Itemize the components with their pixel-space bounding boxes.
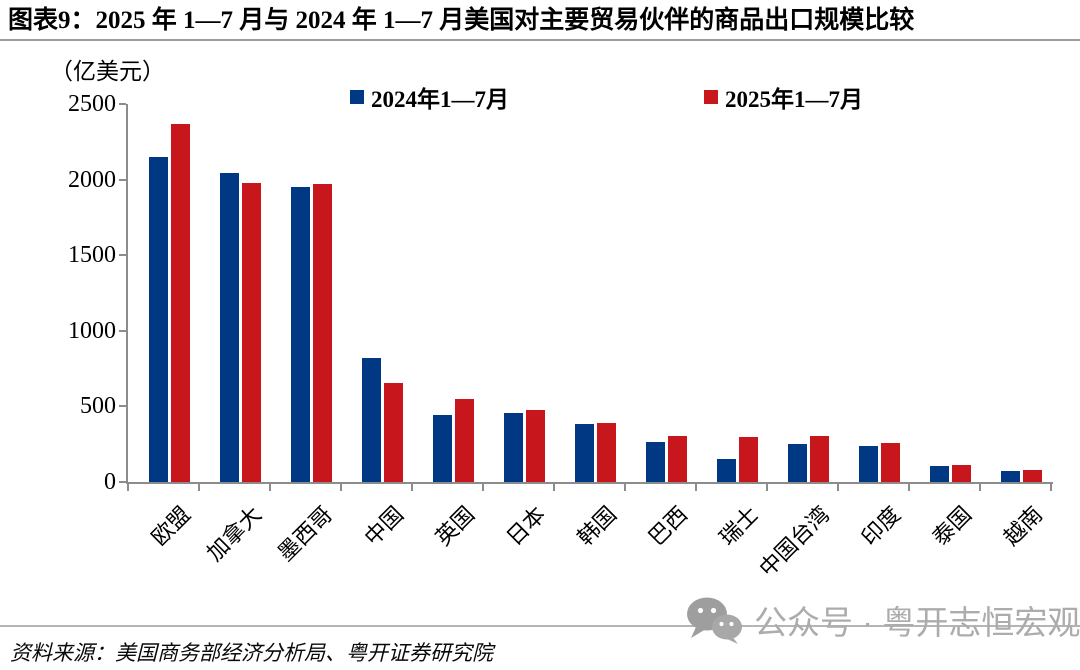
y-axis-tick-label: 1000 [68,317,116,344]
x-axis-label: 巴西 [643,501,693,551]
x-axis-tick [979,484,981,491]
x-axis-label: 泰国 [927,501,977,551]
y-axis-tick-label: 500 [80,393,116,420]
legend-swatch-2024 [350,90,364,104]
bar [242,182,261,482]
watermark-text: 公众号 · 粤开志恒宏观 [754,604,1080,641]
bar [526,410,545,482]
x-axis-tick [908,484,910,491]
x-axis-tick [553,484,555,491]
legend-item-2025: 2025年1—7月 [704,80,863,114]
y-axis-tick [119,103,126,105]
bar [859,445,878,482]
bar [597,423,616,482]
bar [646,441,665,482]
x-axis-tick [411,484,413,491]
x-axis-label: 墨西哥 [272,501,338,566]
x-axis-tick [482,484,484,491]
y-axis-tick [119,329,126,332]
legend-swatch-2025 [704,90,718,104]
bar [362,358,381,482]
wechat-icon [687,597,742,644]
bar [930,466,949,482]
x-axis-label: 中国 [359,501,409,551]
x-axis-tick [695,484,697,491]
y-axis-tick-label: 2000 [68,166,116,193]
bar [384,382,403,482]
x-axis-tick [624,484,626,491]
x-axis-label: 英国 [430,501,480,551]
figure-title-text: 2025 年 1—7 月与 2024 年 1—7 月美国对主要贸易伙伴的商品出口… [95,7,915,34]
watermark: 公众号 · 粤开志恒宏观 [686,596,1080,644]
y-axis-tick-label: 2500 [68,91,116,117]
bar [220,172,239,482]
title-divider [0,39,1080,41]
bar [788,444,807,482]
x-axis-tick [269,484,271,491]
bar [504,413,523,482]
x-axis-tick [340,484,342,491]
x-axis-tick [198,484,200,491]
x-axis-label: 越南 [998,501,1048,551]
bar [433,414,452,482]
y-axis-unit-label: （亿美元） [50,59,165,84]
y-axis-tick [119,405,126,408]
bar [668,435,687,482]
bar [313,184,332,482]
bar [291,187,310,482]
bar [1001,471,1020,482]
figure-number: 图表9： [8,7,96,34]
bottom-divider [0,625,1080,627]
y-axis-line [126,104,128,484]
x-axis-label: 加拿大 [201,501,267,566]
x-axis-line [126,482,1053,484]
y-axis-tick-label: 0 [104,469,116,495]
x-axis-tick [127,484,129,491]
y-axis-tick [119,178,126,181]
x-axis-label: 韩国 [572,501,622,551]
x-axis-tick [1050,484,1052,491]
bar [1023,469,1042,482]
x-axis-label: 中国台湾 [754,501,835,582]
figure-title: 图表9：2025 年 1—7 月与 2024 年 1—7 月美国对主要贸易伙伴的… [8,4,1076,38]
bar [717,458,736,482]
bar [575,423,594,482]
bar [952,465,971,482]
bar [149,156,168,482]
x-axis-tick [837,484,839,491]
bar [881,443,900,482]
bar [739,436,758,482]
x-axis-label: 欧盟 [146,501,196,551]
source-note: 资料来源：美国商务部经济分析局、粤开证券研究院 [10,641,493,665]
x-axis-tick [766,484,768,491]
legend-item-2024: 2024年1—7月 [350,80,509,114]
y-axis-tick [119,481,126,483]
bar [455,398,474,482]
bar [810,435,829,482]
x-axis-label: 瑞士 [714,501,764,551]
bar [171,123,190,482]
x-axis-label: 日本 [501,501,551,551]
x-axis-label: 印度 [856,501,906,551]
y-axis-tick-label: 1500 [68,242,116,269]
legend-label-2024: 2024年1—7月 [371,87,509,112]
y-axis-tick [119,254,126,257]
legend-label-2025: 2025年1—7月 [725,87,863,112]
